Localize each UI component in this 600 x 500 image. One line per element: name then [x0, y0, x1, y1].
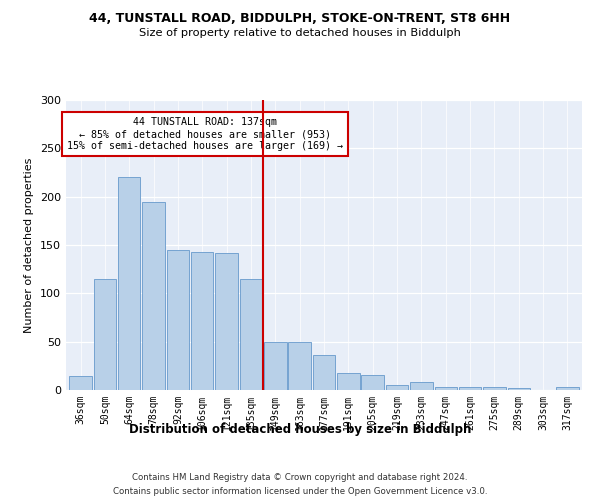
Bar	[215, 252, 238, 390]
Text: Size of property relative to detached houses in Biddulph: Size of property relative to detached ho…	[139, 28, 461, 38]
Bar	[289, 342, 311, 390]
Bar	[337, 372, 359, 390]
Text: Contains public sector information licensed under the Open Government Licence v3: Contains public sector information licen…	[113, 488, 487, 496]
Bar	[240, 279, 262, 390]
Bar	[434, 387, 457, 390]
Bar	[508, 388, 530, 390]
Bar	[191, 252, 214, 390]
Bar	[142, 202, 165, 390]
Bar	[167, 250, 189, 390]
Bar	[118, 178, 140, 390]
Text: 44, TUNSTALL ROAD, BIDDULPH, STOKE-ON-TRENT, ST8 6HH: 44, TUNSTALL ROAD, BIDDULPH, STOKE-ON-TR…	[89, 12, 511, 26]
Bar	[459, 387, 481, 390]
Bar	[94, 279, 116, 390]
Text: 44 TUNSTALL ROAD: 137sqm
← 85% of detached houses are smaller (953)
15% of semi-: 44 TUNSTALL ROAD: 137sqm ← 85% of detach…	[67, 118, 343, 150]
Bar	[556, 387, 578, 390]
Bar	[361, 374, 384, 390]
Bar	[70, 376, 92, 390]
Bar	[264, 342, 287, 390]
Bar	[313, 355, 335, 390]
Bar	[386, 385, 408, 390]
Y-axis label: Number of detached properties: Number of detached properties	[25, 158, 34, 332]
Text: Contains HM Land Registry data © Crown copyright and database right 2024.: Contains HM Land Registry data © Crown c…	[132, 472, 468, 482]
Bar	[483, 387, 506, 390]
Bar	[410, 382, 433, 390]
Text: Distribution of detached houses by size in Biddulph: Distribution of detached houses by size …	[129, 422, 471, 436]
